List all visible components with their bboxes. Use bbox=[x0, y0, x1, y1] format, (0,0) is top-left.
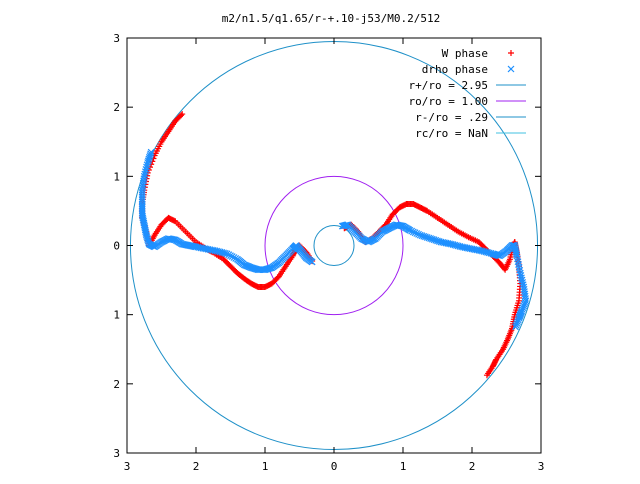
y-tick-label-1: 2 bbox=[113, 101, 120, 114]
legend-swatch-1 bbox=[507, 65, 515, 73]
chart-title: m2/n1.5/q1.65/r-+.10-j53/M0.2/512 bbox=[222, 12, 441, 25]
point-1-1-10-2 bbox=[409, 228, 417, 236]
y-tick-label-0: 3 bbox=[113, 32, 120, 45]
y-tick-label-6: 3 bbox=[113, 447, 120, 460]
legend-label-4: r-/ro = .29 bbox=[415, 111, 488, 124]
legend-label-5: rc/ro = NaN bbox=[415, 127, 488, 140]
x-tick-label-4: 1 bbox=[400, 460, 407, 473]
point-0-1-34-5 bbox=[483, 372, 490, 379]
point-1-1-28-4 bbox=[512, 321, 520, 329]
y-tick-label-2: 1 bbox=[113, 170, 120, 183]
point-1-1-28-5 bbox=[512, 323, 519, 331]
legend-swatch-0 bbox=[508, 50, 514, 56]
data-points bbox=[138, 111, 530, 379]
point-1-1-10-4 bbox=[413, 230, 421, 237]
x-tick-label-5: 2 bbox=[469, 460, 476, 473]
legend-label-0: W phase bbox=[442, 47, 488, 60]
y-tick-label-3: 0 bbox=[113, 240, 120, 253]
point-1-0-30-5 bbox=[308, 258, 316, 266]
y-tick-label-5: 2 bbox=[113, 378, 120, 391]
point-1-1-10-0 bbox=[406, 226, 414, 234]
point-1-1-10-3 bbox=[411, 229, 419, 237]
legend: W phase drho phase r+/ro = 2.95 ro/ro = 1.0… bbox=[409, 47, 526, 140]
series-1 bbox=[138, 148, 530, 331]
legend-label-1: drho phase bbox=[422, 63, 488, 76]
circle-1 bbox=[264, 175, 404, 316]
y-tick-label-4: 1 bbox=[113, 309, 120, 322]
x-tick-label-1: 2 bbox=[193, 460, 200, 473]
point-1-0-0-5 bbox=[144, 157, 152, 165]
circle-2 bbox=[313, 224, 355, 267]
x-tick-label-0: 3 bbox=[124, 460, 131, 473]
x-tick-label-2: 1 bbox=[262, 460, 269, 473]
x-tick-label-3: 0 bbox=[331, 460, 338, 473]
x-tick-label-6: 3 bbox=[538, 460, 545, 473]
legend-label-3: ro/ro = 1.00 bbox=[409, 95, 488, 108]
legend-label-2: r+/ro = 2.95 bbox=[409, 79, 488, 92]
point-1-1-10-1 bbox=[408, 227, 416, 235]
